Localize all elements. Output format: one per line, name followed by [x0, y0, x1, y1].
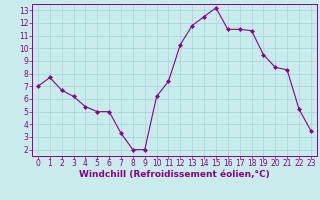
X-axis label: Windchill (Refroidissement éolien,°C): Windchill (Refroidissement éolien,°C)	[79, 170, 270, 179]
